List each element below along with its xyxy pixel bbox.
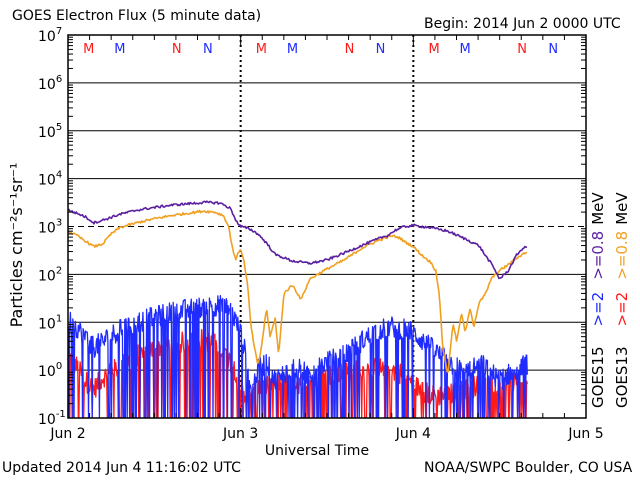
y-tick-label: 102 bbox=[38, 265, 62, 284]
y-tick-labels: 107 106 105 104 103 102 101 100 10-1 bbox=[38, 26, 66, 428]
series-goes15-0-8-mev bbox=[67, 200, 528, 280]
legend-goes15: GOES15 >=2 >=0.8 MeV bbox=[589, 192, 607, 408]
source-credit: NOAA/SWPC Boulder, CO USA bbox=[424, 460, 633, 476]
x-tick-label: Jun 4 bbox=[395, 426, 431, 442]
series-goes13-0-8-mev bbox=[67, 209, 528, 373]
legend-unit-label: MeV bbox=[613, 192, 631, 225]
noon-marker-m: M bbox=[256, 42, 267, 57]
legend-item-label: >=2 bbox=[589, 292, 607, 327]
series-layer bbox=[67, 200, 528, 419]
noon-marker-m: M bbox=[428, 42, 439, 57]
y-tick-label: 101 bbox=[38, 313, 62, 332]
noon-marker-n: N bbox=[203, 42, 213, 57]
updated-time: Updated 2014 Jun 4 11:16:02 UTC bbox=[2, 460, 241, 476]
series-goes15-2-mev bbox=[67, 294, 528, 419]
noon-marker-n: N bbox=[172, 42, 182, 57]
begin-time: Begin: 2014 Jun 2 0000 UTC bbox=[424, 16, 621, 32]
x-axis-label: Universal Time bbox=[265, 443, 369, 459]
y-axis-label: Particles cm⁻²s⁻¹sr⁻¹ bbox=[7, 163, 26, 328]
legend-unit-label: MeV bbox=[589, 192, 607, 225]
x-tick-label: Jun 5 bbox=[567, 426, 603, 442]
legend-satellite-label: GOES15 bbox=[589, 346, 607, 408]
x-tick-labels: Jun 2 Jun 3 Jun 4 Jun 5 bbox=[49, 426, 603, 442]
y-tick-label: 106 bbox=[38, 74, 62, 93]
legend-satellite-label: GOES13 bbox=[613, 346, 631, 408]
y-tick-label: 10-1 bbox=[38, 409, 66, 428]
y-tick-label: 103 bbox=[38, 218, 62, 237]
noon-marker-m: M bbox=[83, 42, 94, 57]
y-tick-label: 104 bbox=[38, 170, 62, 189]
noon-marker-m: M bbox=[287, 42, 298, 57]
y-tick-label: 100 bbox=[38, 361, 62, 380]
plot-frame bbox=[67, 34, 587, 419]
y-tick-label: 105 bbox=[38, 122, 62, 141]
chart-title: GOES Electron Flux (5 minute data) bbox=[12, 8, 262, 24]
noon-marker-n: N bbox=[517, 42, 527, 57]
legend: GOES15 >=2 >=0.8 MeV GOES13 >=2 >=0.8 MeV bbox=[589, 192, 631, 408]
noon-marker-m: M bbox=[460, 42, 471, 57]
noon-marker-n: N bbox=[548, 42, 558, 57]
x-tick-label: Jun 3 bbox=[222, 426, 258, 442]
legend-item-label: >=0.8 bbox=[589, 231, 607, 280]
noon-marker-m: M bbox=[114, 42, 125, 57]
x-tick-label: Jun 2 bbox=[49, 426, 85, 442]
legend-item-label: >=2 bbox=[613, 292, 631, 327]
legend-item-label: >=0.8 bbox=[613, 231, 631, 280]
noon-marker-n: N bbox=[345, 42, 355, 57]
legend-goes13: GOES13 >=2 >=0.8 MeV bbox=[613, 192, 631, 408]
y-tick-label: 107 bbox=[38, 26, 62, 45]
noon-marker-n: N bbox=[376, 42, 386, 57]
